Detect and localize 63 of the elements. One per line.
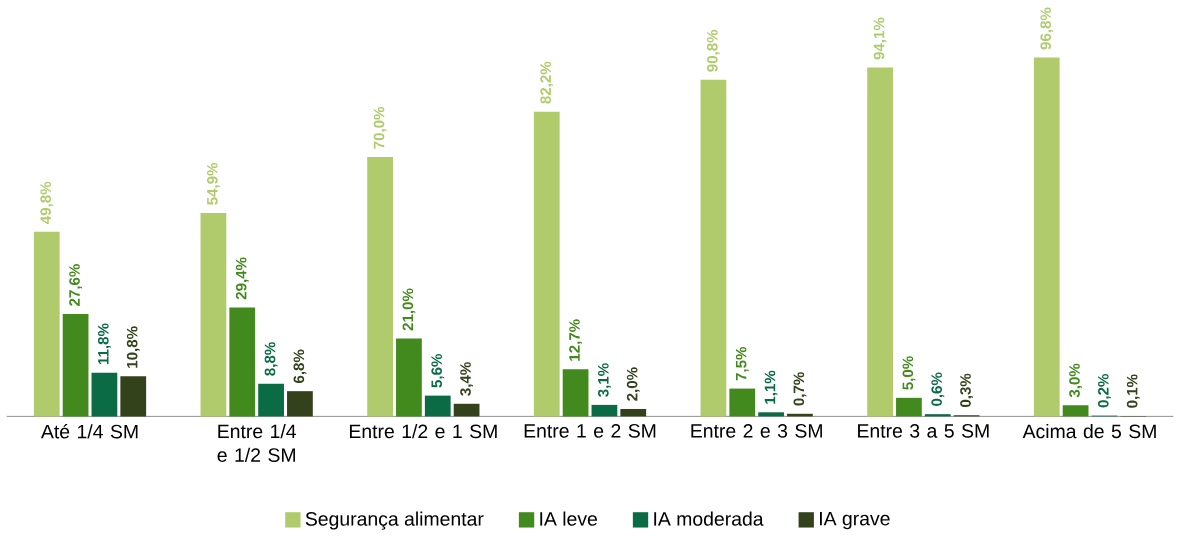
data-label: 27,6%: [69, 263, 83, 306]
bar: [120, 376, 147, 417]
legend-label: IA moderada: [654, 511, 764, 526]
bar: [62, 313, 89, 417]
bar: [33, 231, 60, 417]
bar: [924, 413, 951, 417]
bar: [729, 388, 756, 417]
bar: [758, 412, 784, 417]
data-label: 6,8%: [293, 349, 307, 383]
data-label: 5,6%: [431, 353, 445, 388]
bar: [367, 156, 393, 417]
data-label: 2,0%: [626, 367, 640, 401]
bar: [258, 383, 284, 417]
data-label: 0,3%: [960, 373, 974, 407]
bar: [1062, 405, 1089, 417]
x-tick-label: Acima de 5 SM: [1022, 423, 1156, 439]
bar: [424, 395, 451, 417]
data-label: 49,8%: [40, 181, 54, 224]
data-label: 94,1%: [873, 17, 887, 60]
data-label: 7,5%: [735, 346, 749, 381]
bar: [200, 212, 227, 417]
data-label: 70,0%: [373, 106, 387, 149]
data-label: 90,8%: [707, 29, 720, 72]
bar: [867, 67, 893, 417]
x-tick-label: Entre 1 e 2 SM: [524, 423, 656, 438]
data-label: 5,0%: [902, 356, 916, 390]
x-tick-label: Entre 3 a 5 SM: [858, 423, 989, 438]
bar: [562, 369, 589, 417]
legend-label: Segurança alimentar: [305, 511, 484, 530]
data-label: 8,8%: [264, 341, 278, 376]
x-tick-label: Entre 1/4 e 1/2 SM: [217, 423, 296, 462]
legend-label: IA grave: [820, 511, 890, 530]
x-tick-label: Até 1/4 SM: [40, 423, 138, 439]
x-tick-label: Entre 2 e 3 SM: [691, 423, 822, 438]
data-label: 0,1%: [1126, 374, 1140, 408]
bar: [896, 397, 922, 417]
bar: [396, 338, 422, 417]
bar: [620, 408, 647, 417]
data-label: 54,9%: [207, 162, 220, 205]
data-label: 0,7%: [793, 371, 807, 406]
data-label: 21,0%: [402, 288, 416, 331]
bar: [453, 403, 480, 417]
data-label: 29,4%: [235, 257, 249, 300]
bar: [591, 404, 618, 417]
data-label: 10,8%: [126, 326, 140, 368]
bar: [533, 111, 560, 417]
bar: [229, 307, 256, 417]
data-label: 0,6%: [931, 372, 945, 406]
data-label: 82,2%: [540, 61, 554, 104]
data-label: 3,1%: [598, 363, 611, 397]
data-label: 11,8%: [98, 323, 111, 364]
data-label: 96,8%: [1040, 7, 1054, 50]
bar: [287, 390, 313, 417]
bar: [1033, 57, 1060, 417]
data-label: 3,0%: [1069, 363, 1083, 398]
data-label: 12,7%: [569, 319, 583, 361]
data-label: 3,4%: [460, 361, 474, 396]
x-tick-label: Entre 1/2 e 1 SM: [349, 423, 497, 439]
bar: [700, 79, 727, 417]
data-label: 0,2%: [1098, 373, 1111, 408]
data-label: 1,1%: [764, 370, 778, 404]
legend-label: IA leve: [540, 511, 597, 526]
bar: [91, 372, 118, 417]
